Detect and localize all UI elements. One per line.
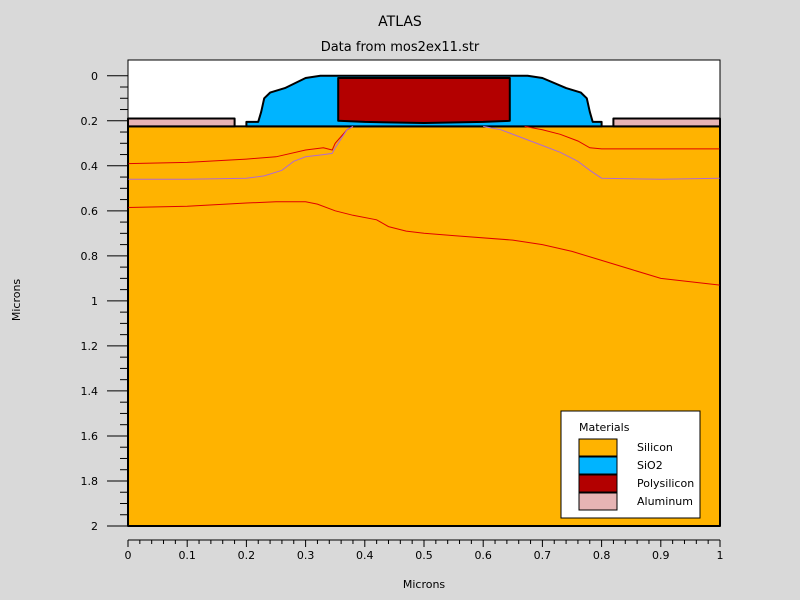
legend-swatch-sio2 <box>578 456 618 475</box>
chart-subtitle: Data from mos2ex11.str <box>321 40 480 55</box>
x-tick-label: 0.8 <box>593 549 611 562</box>
x-axis: 0 0.1 0.2 0.3 0.4 0.5 0.6 0.7 0.8 0.9 1 <box>125 539 724 562</box>
y-tick-label: 0 <box>91 70 98 83</box>
region-aluminum-4 <box>612 117 721 128</box>
contour-line-4 <box>127 201 721 286</box>
x-tick-label: 0 <box>125 549 132 562</box>
y-tick-label: 0.6 <box>81 205 99 218</box>
region-polysilicon-2 <box>337 77 511 124</box>
region-aluminum-3 <box>127 117 236 128</box>
x-tick-label: 0.6 <box>474 549 492 562</box>
y-tick-label: 0.4 <box>81 160 99 173</box>
legend-label-silicon: Silicon <box>637 441 673 454</box>
y-tick-label: 1.4 <box>81 385 99 398</box>
chart-title: ATLAS <box>378 14 422 30</box>
x-tick-label: 0.1 <box>178 549 196 562</box>
x-tick-label: 0.3 <box>297 549 315 562</box>
contour-lines <box>127 125 721 286</box>
x-tick-label: 0.5 <box>415 549 433 562</box>
y-tick-label: 0.2 <box>81 115 99 128</box>
y-axis: 0 0.2 0.4 0.6 0.8 1 1.2 1.4 1.6 1.8 2 <box>81 60 129 533</box>
legend-items: Silicon SiO2 Polysilicon Aluminum <box>578 438 694 511</box>
y-tick-label: 0.8 <box>81 250 99 263</box>
contour-line-0 <box>127 125 354 165</box>
x-tick-label: 0.9 <box>652 549 670 562</box>
y-tick-label: 1 <box>91 295 98 308</box>
x-tick-label: 0.7 <box>534 549 552 562</box>
legend-swatch-aluminum <box>578 492 618 511</box>
contour-line-3 <box>483 125 721 180</box>
legend-label-polysilicon: Polysilicon <box>637 477 694 490</box>
x-tick-label: 1 <box>717 549 724 562</box>
legend-swatch-polysilicon <box>578 474 618 493</box>
x-tick-label: 0.2 <box>238 549 256 562</box>
y-tick-label: 1.8 <box>81 475 99 488</box>
y-tick-label: 2 <box>91 520 98 533</box>
contour-line-2 <box>128 125 354 180</box>
legend-label-sio2: SiO2 <box>637 459 663 472</box>
y-axis-label: Microns <box>10 279 23 322</box>
y-tick-label: 1.6 <box>81 430 99 443</box>
legend: Materials Silicon SiO2 Polysilicon Aluminum <box>560 410 701 519</box>
legend-swatch-silicon <box>578 438 618 457</box>
legend-label-aluminum: Aluminum <box>637 495 693 508</box>
legend-title: Materials <box>579 421 630 434</box>
contour-line-1 <box>524 125 720 150</box>
x-tick-label: 0.4 <box>356 549 374 562</box>
y-tick-label: 1.2 <box>81 340 99 353</box>
x-axis-label: Microns <box>403 578 446 591</box>
